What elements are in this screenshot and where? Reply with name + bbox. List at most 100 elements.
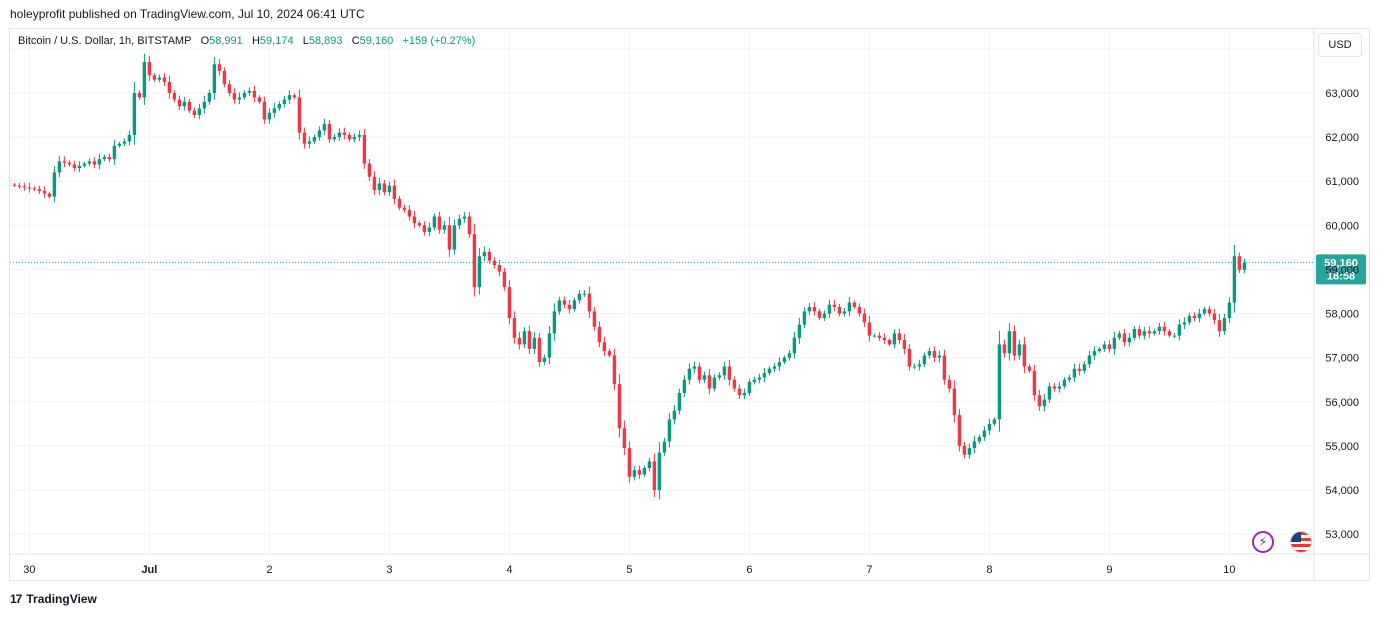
candle-body <box>1227 302 1232 318</box>
candle-body <box>372 176 377 191</box>
candle-body <box>52 172 57 197</box>
candle-body <box>272 108 277 113</box>
candle-body <box>557 300 562 312</box>
candle-body <box>457 218 462 226</box>
candle-body <box>807 306 812 312</box>
candle-body <box>227 84 232 93</box>
candle-body <box>397 198 402 208</box>
candle-body <box>547 333 552 358</box>
candle-body <box>187 101 192 111</box>
candle-body <box>872 335 877 337</box>
candle-body <box>597 326 602 343</box>
candle-body <box>402 207 407 210</box>
candle-body <box>347 134 352 140</box>
price-tick-label: 62,000 <box>1325 132 1359 144</box>
candle-body <box>1077 368 1082 371</box>
candle-body <box>652 461 657 491</box>
candle-body <box>1142 331 1147 336</box>
candle-body <box>322 123 327 131</box>
candle-body <box>242 92 247 98</box>
candle-body <box>552 311 557 334</box>
candle-body <box>447 225 452 250</box>
candle-body <box>492 260 497 266</box>
candle-body <box>602 342 607 352</box>
candle-body <box>662 441 667 453</box>
candle-body <box>712 377 717 389</box>
candle-body <box>267 112 272 120</box>
candle-body <box>1147 331 1152 334</box>
candle-body <box>747 381 752 393</box>
candle-body <box>672 410 677 420</box>
change-value: +159 (+0.27%) <box>402 35 476 47</box>
candle-body <box>572 300 577 310</box>
lightning-icon[interactable]: ⚡ <box>1252 531 1274 553</box>
candle-body <box>1132 329 1137 338</box>
candle-body <box>742 392 747 396</box>
time-tick-label: 2 <box>266 564 272 576</box>
candle-body <box>152 75 157 80</box>
candle-body <box>542 357 547 363</box>
candle-body <box>1127 337 1132 343</box>
tradingview-footer[interactable]: 17 TradingView <box>10 592 97 606</box>
candle-body <box>867 322 872 336</box>
candle-body <box>977 437 982 442</box>
candle-body <box>957 415 962 446</box>
candle-body <box>87 161 92 164</box>
candle-body <box>512 317 517 338</box>
us-flag-icon[interactable] <box>1290 531 1312 553</box>
candle-body <box>1037 395 1042 407</box>
candle-body <box>247 90 252 93</box>
candle-body <box>232 92 237 100</box>
candle-body <box>1157 326 1162 332</box>
candle-body <box>127 134 132 142</box>
candle-body <box>1207 309 1212 314</box>
candle-body <box>1197 313 1202 318</box>
candle-body <box>502 271 507 288</box>
candle-body <box>1052 386 1057 389</box>
candle-body <box>1137 329 1142 336</box>
candle-body <box>682 379 687 393</box>
candle-body <box>382 183 387 193</box>
candle-body <box>17 185 22 187</box>
candle-body <box>1092 351 1097 356</box>
currency-button[interactable]: USD <box>1318 33 1362 57</box>
symbol-name: Bitcoin / U.S. Dollar, 1h, BITSTAMP <box>18 35 192 47</box>
candle-body <box>157 77 162 80</box>
price-tick-label: 63,000 <box>1325 88 1359 100</box>
candle-body <box>177 99 182 107</box>
candle-body <box>1107 344 1112 349</box>
candle-body <box>632 470 637 477</box>
candle-body <box>1117 333 1122 338</box>
low-label: L <box>302 35 309 47</box>
candle-body <box>967 448 972 455</box>
candle-body <box>577 293 582 301</box>
candle-body <box>1217 320 1222 332</box>
candle-body <box>842 311 847 314</box>
candle-body <box>972 441 977 449</box>
bar-countdown: 18:58 <box>1327 270 1355 282</box>
candle-body <box>792 337 797 354</box>
chart-grid <box>10 29 1314 554</box>
candle-body <box>1087 355 1092 365</box>
candle-body <box>1212 313 1217 321</box>
candle-body <box>1042 399 1047 407</box>
candle-body <box>237 97 242 100</box>
chart-frame <box>9 28 1370 581</box>
candle-body <box>47 193 52 197</box>
candle-body <box>752 379 757 382</box>
candle-body <box>1187 315 1192 323</box>
candle-body <box>107 156 112 160</box>
high-label: H <box>251 35 260 47</box>
candle-body <box>902 340 907 349</box>
price-tick-label: 54,000 <box>1325 485 1359 497</box>
publisher-line: holeyprofit published on TradingView.com… <box>10 7 365 21</box>
candle-body <box>167 81 172 93</box>
candle-body <box>362 134 367 164</box>
close-label: C <box>351 35 360 47</box>
candle-body <box>987 423 992 431</box>
candle-body <box>757 377 762 380</box>
candle-body <box>222 70 227 85</box>
candle-body <box>1242 262 1247 270</box>
candle-body <box>537 337 542 363</box>
